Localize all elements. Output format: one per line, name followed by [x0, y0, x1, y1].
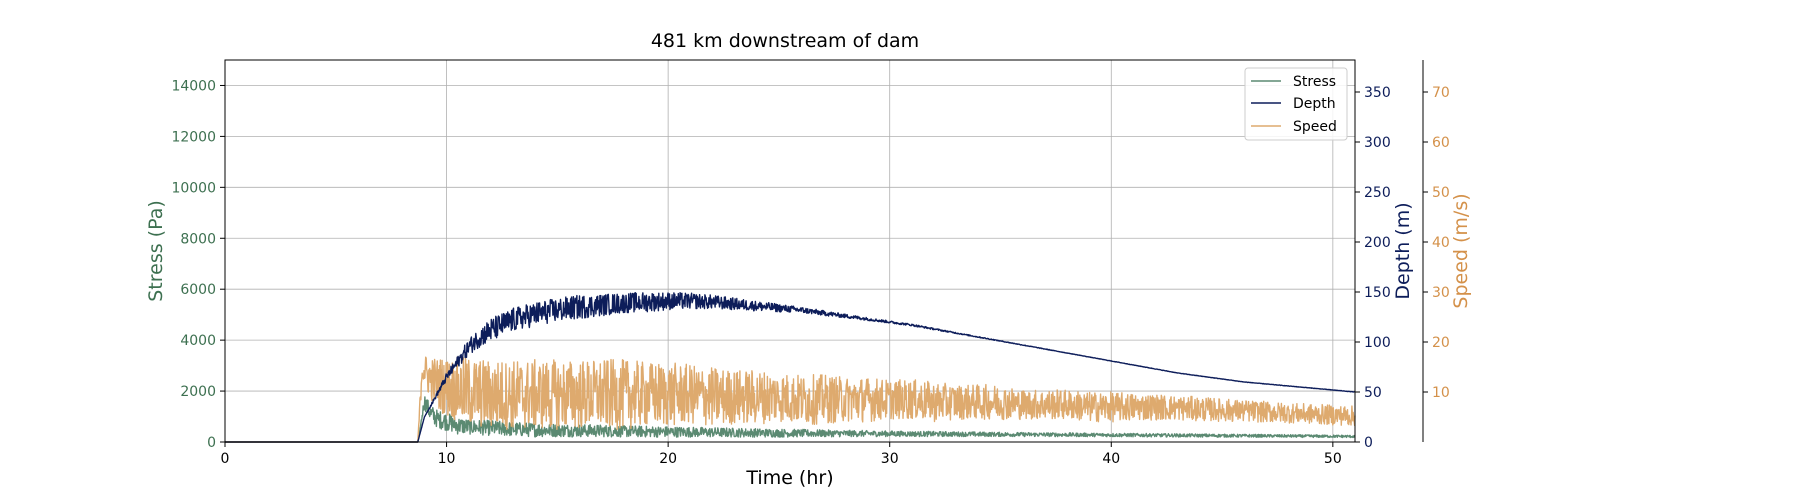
stress-tick-label-6000: 6000	[180, 282, 216, 298]
legend-item-stress: Stress	[1251, 74, 1336, 90]
speed-axis-title: Speed (m/s)	[1450, 193, 1472, 308]
legend-label-depth: Depth	[1293, 96, 1336, 112]
stress-tick-label-10000: 10000	[171, 180, 216, 196]
depth-tick-label-150: 150	[1364, 285, 1391, 301]
legend-box	[1244, 67, 1348, 141]
speed-tick-label-60: 60	[1432, 135, 1450, 151]
stress-tick-label-2000: 2000	[180, 384, 216, 400]
legend-label-speed: Speed	[1293, 119, 1337, 135]
stress-tick-label-14000: 14000	[171, 78, 216, 94]
depth-axis: 0 50 100 150 200 250 300 350	[1355, 85, 1391, 451]
chart-title: 481 km downstream of dam	[651, 30, 919, 52]
depth-tick-label-50: 50	[1364, 385, 1382, 401]
plot-frame	[224, 59, 1356, 443]
speed-axis: 10 20 30 40 50 60 70	[1423, 85, 1450, 401]
speed-tick-label-10: 10	[1432, 385, 1450, 401]
x-tick-label-10: 10	[438, 451, 456, 467]
legend-label-stress: Stress	[1293, 74, 1336, 90]
speed-tick-label-30: 30	[1432, 285, 1450, 301]
series-line-speed	[224, 356, 1356, 443]
x-tick-label-30: 30	[881, 451, 899, 467]
depth-tick-label-0: 0	[1364, 435, 1373, 451]
depth-tick-label-100: 100	[1364, 335, 1391, 351]
stress-tick-label-0: 0	[207, 435, 216, 451]
speed-tick-label-20: 20	[1432, 335, 1450, 351]
x-tick-label-50: 50	[1324, 451, 1342, 467]
depth-axis-title: Depth (m)	[1392, 202, 1414, 299]
stress-tick-label-4000: 4000	[180, 333, 216, 349]
depth-tick-label-350: 350	[1364, 85, 1391, 101]
legend: Stress Depth Speed	[1244, 67, 1348, 141]
series-line-depth	[224, 292, 1356, 443]
depth-tick-label-300: 300	[1364, 135, 1391, 151]
x-tick-label-20: 20	[659, 451, 677, 467]
speed-tick-label-50: 50	[1432, 185, 1450, 201]
stress-tick-label-12000: 12000	[171, 129, 216, 145]
x-axis: 0 10 20 30 40 50	[221, 442, 1342, 467]
x-tick-label-0: 0	[221, 451, 230, 467]
grid	[224, 60, 1355, 443]
speed-tick-label-40: 40	[1432, 235, 1450, 251]
x-tick-label-40: 40	[1102, 451, 1120, 467]
x-axis-title: Time (hr)	[745, 467, 833, 489]
legend-item-speed: Speed	[1251, 119, 1337, 135]
depth-tick-label-200: 200	[1364, 235, 1391, 251]
depth-tick-label-250: 250	[1364, 185, 1391, 201]
speed-tick-label-70: 70	[1432, 85, 1450, 101]
stress-axis-title: Stress (Pa)	[145, 200, 167, 302]
stress-axis: 0 2000 4000 6000 8000 10000 12000 14000	[171, 78, 225, 451]
stress-tick-label-8000: 8000	[180, 231, 216, 247]
series-lines	[224, 292, 1356, 443]
legend-item-depth: Depth	[1251, 96, 1336, 112]
